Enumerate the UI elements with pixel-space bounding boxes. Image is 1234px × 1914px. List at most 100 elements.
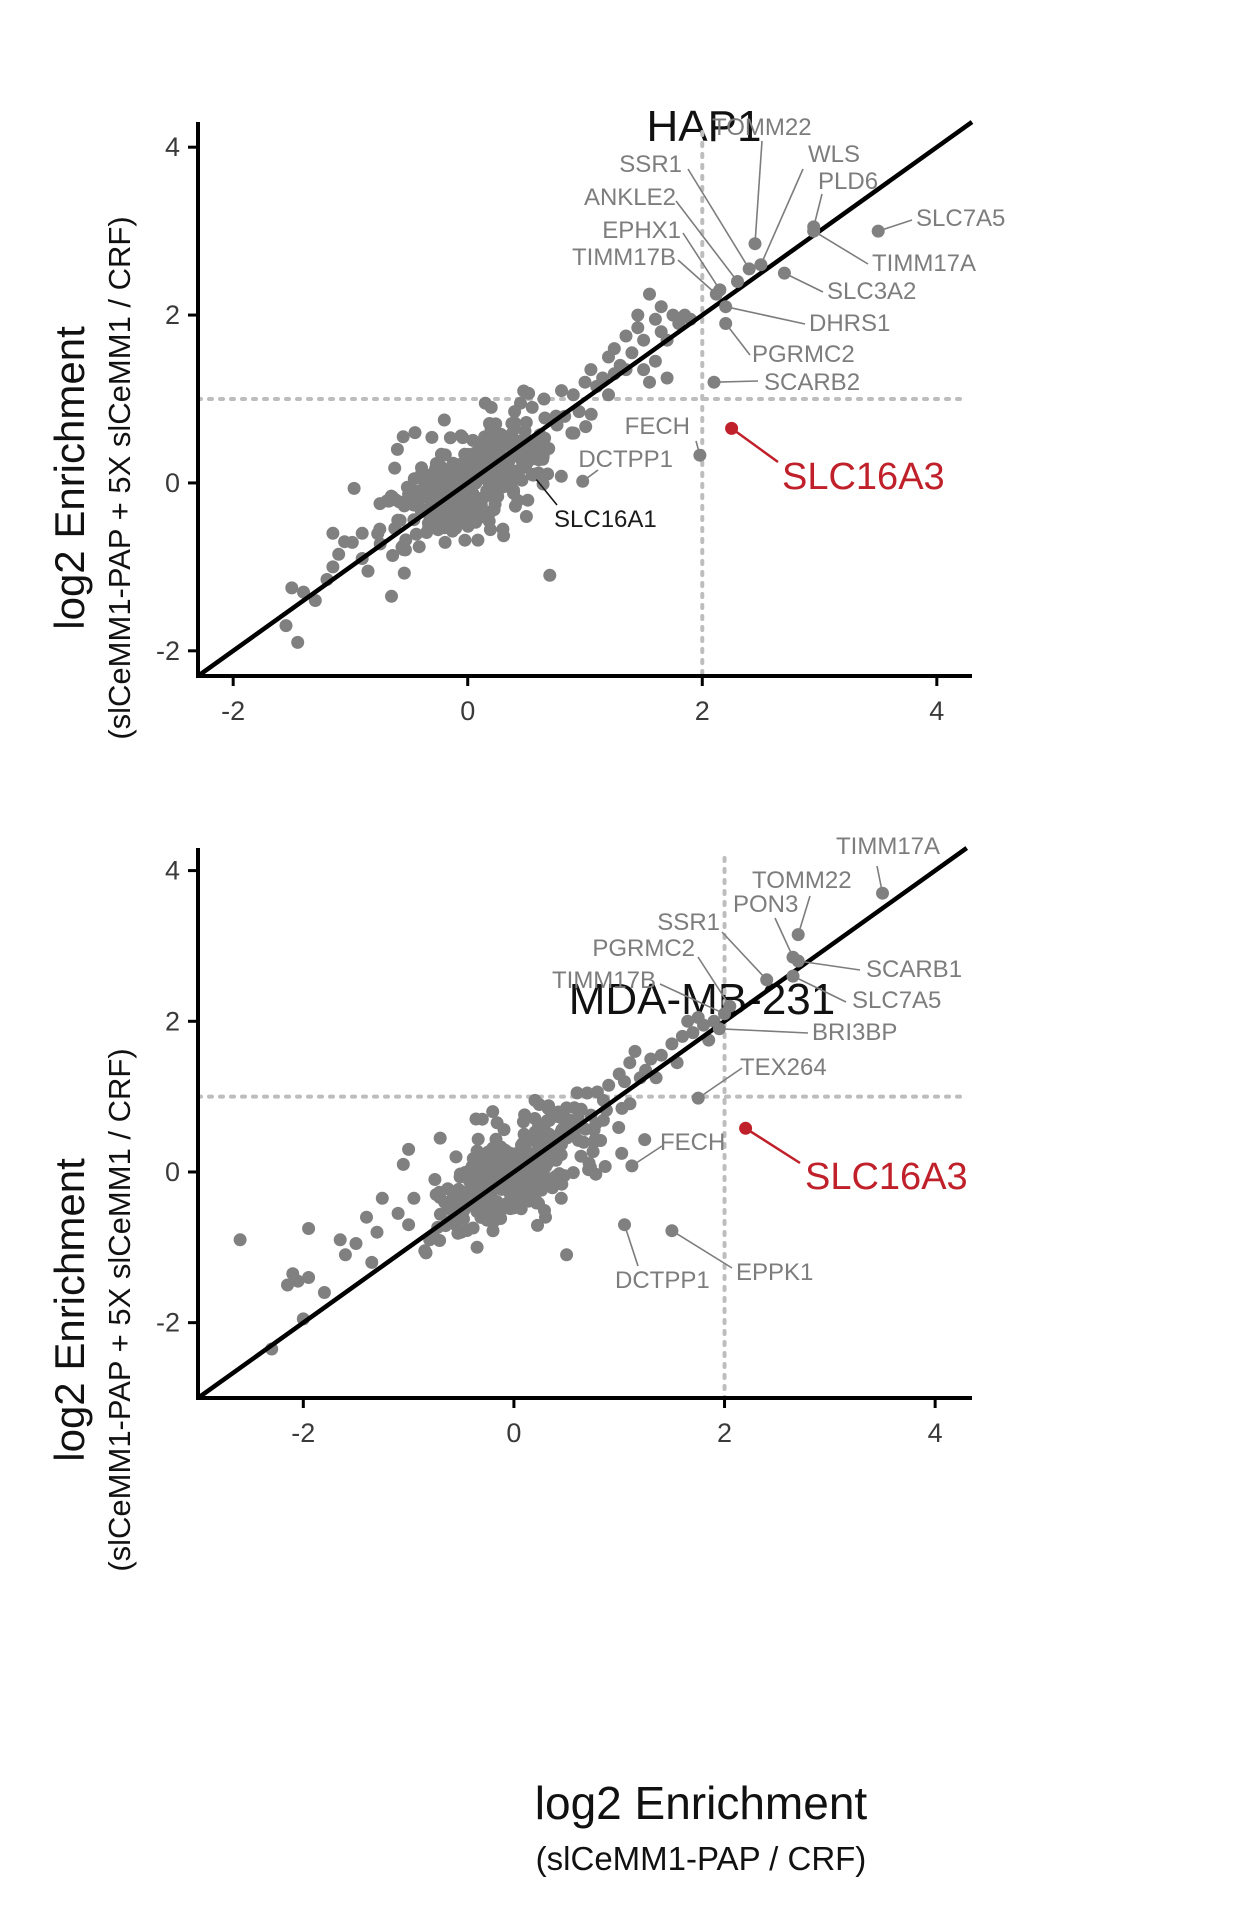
data-point [536,447,550,461]
data-point [654,300,668,314]
data-point [412,540,426,554]
x-tick-label: 4 [928,1418,943,1448]
data-point [480,1213,494,1227]
data-point [347,481,361,495]
data-point [542,1113,556,1127]
highlighted-point [725,421,739,435]
gene-label: EPHX1 [602,217,681,244]
data-point [541,1101,555,1115]
data-point [281,1278,294,1292]
data-point [612,1121,626,1134]
leader-line [697,956,731,1007]
data-point [637,363,651,377]
data-point [579,420,593,434]
data-point [454,1225,468,1239]
data-point [498,1143,512,1157]
data-point [644,1052,658,1066]
data-point [580,1086,594,1100]
data-point [578,375,592,389]
data-point [607,342,621,356]
data-point [528,1093,542,1107]
data-point [554,469,568,483]
identity-line [196,846,969,1400]
data-point [428,1173,442,1186]
data-point [654,1048,668,1062]
x-tick-label: 2 [717,1418,732,1448]
leader-line [675,200,739,282]
data-point [543,568,557,582]
gene-label: BRI3BP [812,1019,897,1046]
data-point [697,1018,710,1032]
gene-label: WLS [808,141,860,168]
data-point [450,1195,464,1209]
data-point [477,1156,491,1170]
data-point [402,487,416,501]
data-point [437,413,451,427]
gene-label: SCARB1 [866,956,962,983]
data-point [373,522,387,536]
gene-label: EPPK1 [736,1259,813,1286]
leader-line [744,1127,801,1165]
y-axis-sublabel: (slCeMM1-PAP + 5X slCeMM1 / CRF) [102,216,137,739]
data-point [686,1026,700,1040]
leader-line [677,259,717,295]
data-point [375,1191,389,1205]
data-point [643,375,656,389]
data-point [618,1075,631,1089]
data-point [433,1234,447,1247]
data-point [518,1108,532,1122]
gene-label: SLC7A5 [916,205,1005,232]
data-point [370,1225,384,1239]
data-point [484,400,498,414]
data-point [451,469,465,483]
data-point [402,1218,416,1232]
data-point [317,1286,331,1299]
data-point [520,443,534,456]
gene-label: DCTPP1 [615,1267,710,1294]
x-axis-label: log2 Enrichment [535,1777,868,1829]
data-point [522,386,536,400]
labeled-point [718,1007,731,1021]
data-point [602,388,615,402]
y-tick-label: -2 [156,636,180,666]
data-point [291,635,305,649]
gene-label: PGRMC2 [592,935,695,962]
data-point [537,392,551,406]
y-axis-sublabel: (slCeMM1-PAP + 5X slCeMM1 / CRF) [102,1048,137,1571]
data-point [470,1240,484,1254]
leader-line [687,168,750,270]
y-tick-label: 2 [165,1006,180,1036]
data-point [396,430,410,444]
data-point [397,566,411,580]
gene-label: FECH [625,413,690,440]
leader-line [754,140,763,244]
data-point [560,1101,574,1115]
data-point [483,417,496,430]
data-point [478,430,492,444]
gene-label: DCTPP1 [578,446,673,473]
labeled-point [691,1091,705,1105]
data-point [389,493,403,507]
data-point [475,1112,489,1126]
y-tick-label: 4 [165,132,180,162]
leader-line [671,1230,733,1269]
data-point [461,464,475,478]
leader-line [721,931,768,981]
data-point [459,512,472,526]
x-tick-label: 2 [695,696,710,726]
gene-label: TEX264 [740,1054,827,1081]
leader-line [798,960,861,971]
y-tick-label: 4 [165,856,180,886]
data-point [471,1132,485,1146]
gene-label: SLC7A5 [852,987,941,1014]
data-point [333,1233,347,1247]
x-tick-label: 0 [506,1418,521,1448]
data-point [582,1156,596,1170]
data-point [438,535,452,549]
y-tick-label: 2 [165,300,180,330]
data-point [399,533,413,547]
data-point [355,526,369,540]
labeled-point [665,1224,679,1238]
data-point [517,1127,531,1141]
data-point [402,1142,416,1156]
